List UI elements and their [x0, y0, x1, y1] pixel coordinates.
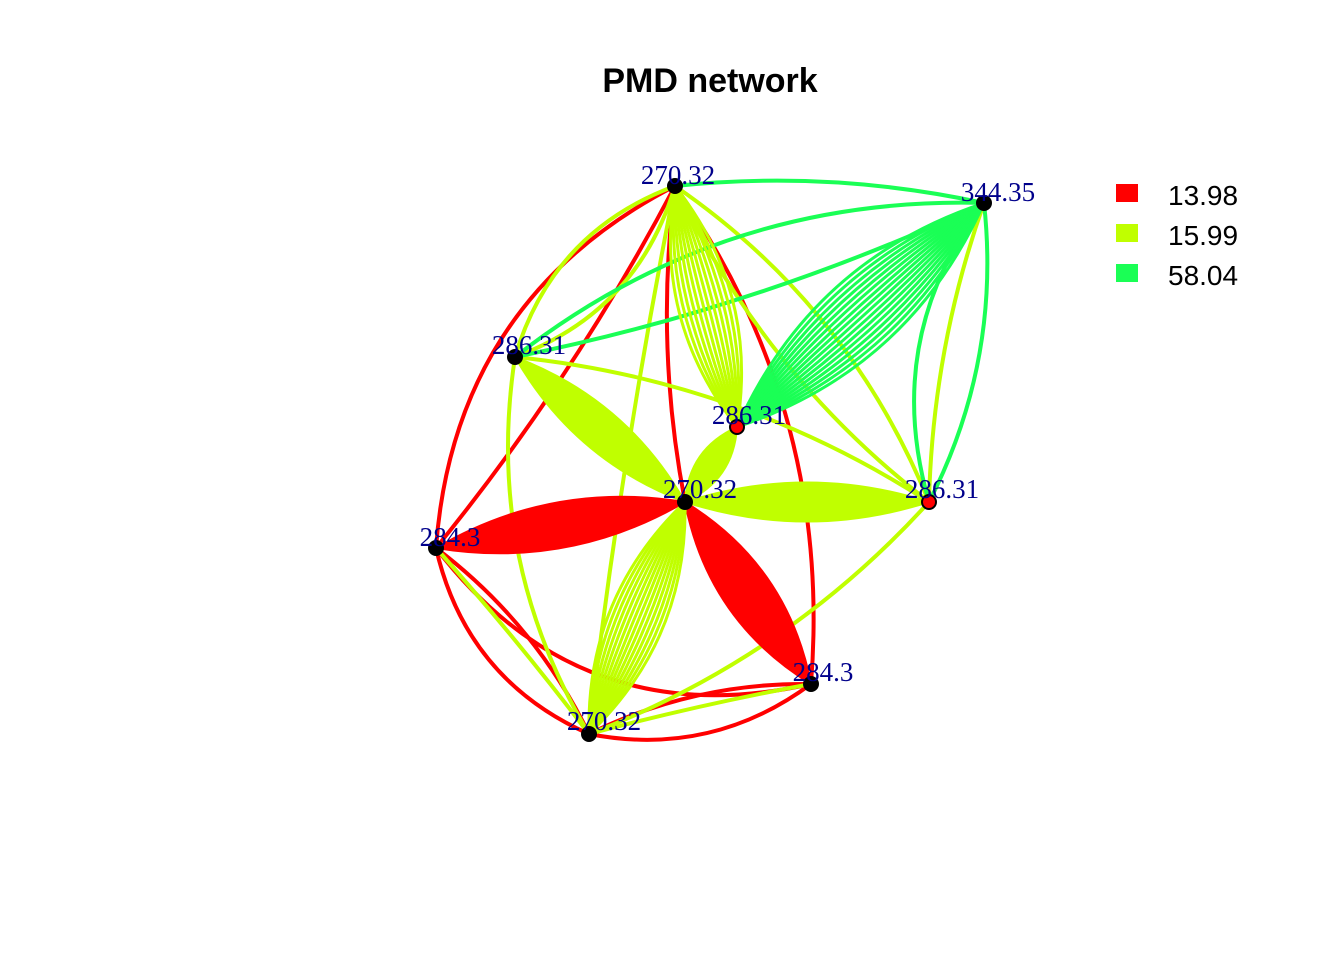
edge-bundle-green-n4-n2-10	[735, 201, 986, 429]
node-label-n7: 284.3	[420, 522, 481, 552]
edge-bundle-yellow-n5-n9-6	[587, 500, 687, 736]
legend-label-3: 58.04	[1168, 260, 1238, 291]
edge-bundle-yellow-n5-n9-12	[587, 500, 687, 736]
edge-yellow-n2-n6	[927, 201, 986, 504]
edge-bundle-green-n4-n2-4	[735, 201, 986, 429]
node-n8	[803, 676, 819, 692]
edge-bundle-yellow-n5-n9-9	[587, 500, 687, 736]
node-label-n4: 286.31	[712, 400, 786, 430]
edge-bundle-yellow-n1-n4-10	[673, 184, 739, 429]
node-n7	[428, 540, 444, 556]
edge-bundle-green-n4-n2-16	[735, 201, 986, 429]
edge-green-n1-n2	[673, 178, 986, 205]
edge-bundle-yellow-n5-n9-3	[587, 500, 687, 736]
network-edges	[433, 178, 990, 742]
edge-bundle-yellow-n1-n4-2	[673, 184, 741, 429]
edge-bundle-yellow-n5-n9-4	[587, 500, 687, 736]
edge-bundle-green-n4-n2-6	[735, 201, 986, 429]
network-node-labels: 270.32 344.35 286.31 286.31 270.32 286.31 284.…	[420, 160, 1036, 736]
edge-bundle-yellow-n1-n4-7	[673, 184, 739, 429]
edge-bundle-green-n4-n2-15	[735, 201, 986, 429]
edge-bundle-green-n4-n2-1	[735, 201, 986, 429]
edge-yellow-n1-n3-a	[513, 184, 677, 359]
node-label-n5: 270.32	[663, 474, 737, 504]
legend-label-2: 15.99	[1168, 220, 1238, 251]
edge-bundle-yellow-n1-n4-8	[673, 184, 739, 429]
edge-bundle-green-n4-n2-2	[735, 201, 986, 429]
edge-bundle-green-n4-n2-12	[735, 201, 986, 429]
edge-bundle-yellow-n5-n9-7	[587, 500, 687, 736]
edge-red-n9-n8-outer	[587, 682, 813, 742]
edge-bundle-yellow-n5-n9-2	[587, 500, 687, 736]
legend: 13.98 15.99 58.04	[1116, 180, 1238, 291]
edge-green-n3-n2	[513, 200, 986, 359]
node-label-n2: 344.35	[961, 177, 1035, 207]
edge-bundle-yellow-n1-n4-3	[673, 184, 739, 429]
edge-bundle-yellow-n5-n9-10	[587, 500, 687, 736]
network-nodes	[428, 178, 992, 742]
edge-bundle-green-n4-n2-11	[735, 201, 986, 429]
edge-bundle-yellow-n5-n9-11	[587, 500, 687, 736]
edge-bundle-yellow-n1-n4-9	[673, 184, 739, 429]
edge-bundle-green-n4-n2-7	[735, 201, 986, 429]
edge-bundle-yellow-n5-n9-8	[587, 500, 687, 736]
edge-bundle-yellow-n5-n9-5	[587, 500, 687, 736]
edge-bundle-yellow-n1-n4-5	[673, 184, 739, 429]
node-n2	[976, 195, 992, 211]
edge-red-n1-n7	[434, 184, 677, 550]
edge-green-n2-n6-b	[927, 201, 990, 504]
edge-bundle-green-n4-n2-8	[735, 201, 986, 429]
legend-swatch-red	[1116, 184, 1138, 202]
node-label-n1: 270.32	[641, 160, 715, 190]
edge-bundle-yellow-n5-n9-14	[587, 500, 687, 736]
edge-bundle-green-n4-n2-3	[735, 201, 986, 429]
edge-bundle-yellow-n1-n4-12	[669, 184, 739, 429]
edge-bundle-green-n4-n2-5	[735, 201, 986, 429]
edge-bundle-yellow-n1-n4-1	[673, 184, 743, 429]
legend-label-1: 13.98	[1168, 180, 1238, 211]
node-n9	[581, 726, 597, 742]
node-n5	[677, 494, 693, 510]
node-n1	[667, 178, 683, 194]
edge-bundle-yellow-n1-n4-4	[673, 184, 739, 429]
node-label-n9: 270.32	[567, 706, 641, 736]
node-label-n3: 286.31	[492, 330, 566, 360]
edge-bundle-yellow-n1-n4-6	[673, 184, 739, 429]
legend-swatch-green	[1116, 264, 1138, 282]
legend-swatch-yellow	[1116, 224, 1138, 242]
edge-bundle-green-n4-n2-14	[735, 201, 986, 429]
node-label-n6: 286.31	[905, 474, 979, 504]
edge-bundle-yellow-n3-n5	[512, 355, 688, 504]
edge-bundle-green-n4-n2-13	[735, 201, 986, 429]
node-n3	[507, 349, 523, 365]
node-n6	[921, 494, 937, 510]
edge-bundle-yellow-n5-n9-13	[587, 500, 687, 736]
edge-yellow-n7-n9	[434, 546, 591, 736]
node-n4	[729, 419, 745, 435]
edge-bundle-yellow-n1-n4-11	[671, 184, 739, 429]
edge-bundle-green-n4-n2-9	[735, 201, 986, 429]
node-label-n8: 284.3	[793, 657, 854, 687]
edge-yellow-n8-n9	[587, 682, 813, 736]
edge-bundle-yellow-n5-n9-1	[587, 500, 687, 736]
edge-red-n1-n7-inner	[434, 184, 677, 550]
edge-red-n7-n9-outer	[434, 546, 591, 736]
plot-title: PMD network	[602, 62, 817, 100]
